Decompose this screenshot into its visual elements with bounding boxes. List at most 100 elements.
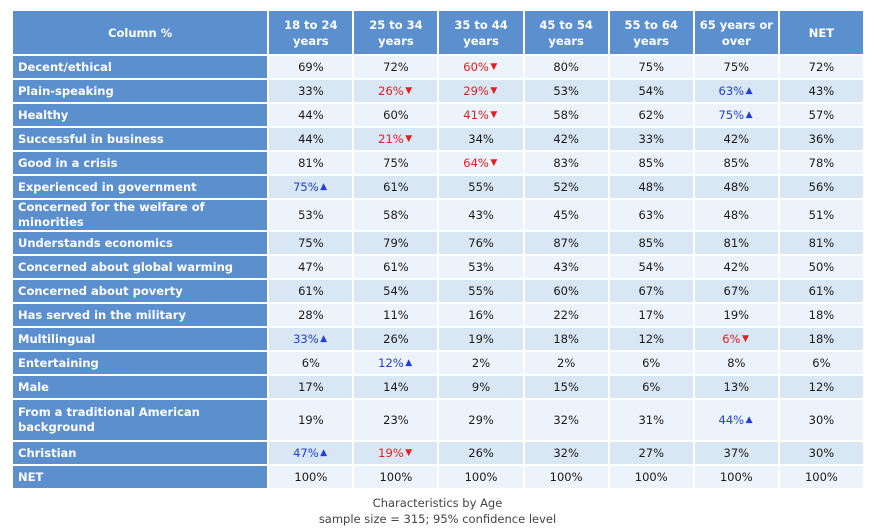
- cell-value: 32%: [553, 412, 579, 427]
- table-cell: 6%: [269, 352, 353, 376]
- table-cell: 6%: [609, 352, 693, 376]
- table-cell: 60% ▼: [439, 56, 523, 80]
- cell-value: 17%: [638, 307, 664, 322]
- cell-value: 27%: [638, 445, 664, 460]
- cell-value: 100%: [294, 469, 328, 484]
- table-cell: 53%: [439, 256, 523, 280]
- cell-value: 44%: [298, 107, 324, 122]
- cell-value: 41%: [463, 107, 489, 122]
- cell-value: 33%: [638, 131, 664, 146]
- row-label: Experienced in government: [13, 176, 268, 200]
- cell-value: 18%: [553, 331, 579, 346]
- table-cell: 48%: [694, 176, 778, 200]
- table-cell: 17%: [609, 304, 693, 328]
- cell-value: 62%: [638, 107, 664, 122]
- significance-down-icon: ▼: [490, 109, 498, 120]
- table-cell: 43%: [779, 80, 863, 104]
- table-cell: 6%: [609, 376, 693, 400]
- cell-value: 53%: [298, 207, 324, 222]
- significance-up-icon: ▲: [405, 357, 413, 368]
- table-cell: 41% ▼: [439, 104, 523, 128]
- significance-up-icon: ▲: [320, 447, 328, 458]
- cell-value: 100%: [379, 469, 413, 484]
- table-cell: 37%: [694, 442, 778, 466]
- cell-value: 16%: [468, 307, 494, 322]
- table-row: Entertaining 6% 12% ▲ 2% 2% 6% 8% 6%: [13, 352, 863, 376]
- cell-value: 50%: [808, 259, 835, 274]
- table-cell: 54%: [354, 280, 438, 304]
- table-cell: 85%: [694, 152, 778, 176]
- cell-value: 80%: [553, 59, 579, 74]
- cell-value: 48%: [723, 179, 750, 194]
- table-cell: 32%: [524, 400, 608, 442]
- significance-down-icon: ▼: [490, 61, 498, 72]
- cell-value: 12%: [638, 331, 664, 346]
- cell-value: 19%: [298, 412, 324, 427]
- table-row: Has served in the military 28% 11% 16% 22% 17…: [13, 304, 863, 328]
- table-cell: 16%: [439, 304, 523, 328]
- cell-value: 48%: [638, 179, 664, 194]
- table-cell: 53%: [269, 200, 353, 232]
- significance-down-icon: ▼: [741, 333, 749, 344]
- cell-value: 67%: [638, 283, 664, 298]
- table-cell: 27%: [609, 442, 693, 466]
- table-cell: 26% ▼: [354, 80, 438, 104]
- table-cell: 63%: [609, 200, 693, 232]
- table-cell: 19%: [269, 400, 353, 442]
- cell-value: 18%: [808, 307, 835, 322]
- cell-value: 61%: [808, 283, 835, 298]
- cell-value: 100%: [634, 469, 668, 484]
- table-cell: 61%: [779, 280, 863, 304]
- table-cell: 33%: [609, 128, 693, 152]
- table-cell: 12% ▲: [354, 352, 438, 376]
- table-row: Concerned about poverty 61% 54% 55% 60% 67% 67…: [13, 280, 863, 304]
- table-cell: 13%: [694, 376, 778, 400]
- cell-value: 33%: [298, 83, 324, 98]
- table-cell: 63% ▲: [694, 80, 778, 104]
- table-cell: 54%: [609, 80, 693, 104]
- table-row: Experienced in government 75% ▲ 61% 55% 52% 48…: [13, 176, 863, 200]
- table-cell: 43%: [439, 200, 523, 232]
- table-cell: 33% ▲: [269, 328, 353, 352]
- table-cell: 26%: [439, 442, 523, 466]
- row-label: Concerned for the welfare of minorities: [13, 200, 268, 232]
- cell-value: 75%: [638, 59, 664, 74]
- table-cell: 75%: [269, 232, 353, 256]
- cell-value: 14%: [383, 379, 409, 394]
- table-cell: 19%: [694, 304, 778, 328]
- cell-value: 42%: [723, 131, 750, 146]
- table-cell: 33%: [269, 80, 353, 104]
- cell-value: 26%: [468, 445, 494, 460]
- row-label: Christian: [13, 442, 268, 466]
- table-cell: 72%: [779, 56, 863, 80]
- cell-value: 61%: [298, 283, 324, 298]
- cell-value: 64%: [463, 155, 489, 170]
- column-header: 25 to 34 years: [354, 11, 438, 56]
- significance-down-icon: ▼: [405, 85, 413, 96]
- cell-value: 11%: [383, 307, 409, 322]
- row-label: Good in a crisis: [13, 152, 268, 176]
- cell-value: 9%: [471, 379, 491, 394]
- table-cell: 61%: [354, 176, 438, 200]
- table-cell: 100%: [524, 466, 608, 490]
- cell-value: 43%: [553, 259, 579, 274]
- table-cell: 6% ▼: [694, 328, 778, 352]
- cell-value: 6%: [301, 355, 320, 370]
- column-header: 45 to 54 years: [524, 11, 608, 56]
- cell-value: 85%: [638, 155, 664, 170]
- table-cell: 32%: [524, 442, 608, 466]
- cell-value: 2%: [471, 355, 491, 370]
- table-cell: 79%: [354, 232, 438, 256]
- table-cell: 12%: [609, 328, 693, 352]
- row-label: Concerned about global warming: [13, 256, 268, 280]
- table-row: Good in a crisis 81% 75% 64% ▼ 83% 85% 85% 78%: [13, 152, 863, 176]
- table-cell: 29% ▼: [439, 80, 523, 104]
- table-cell: 6%: [779, 352, 863, 376]
- table-row: Successful in business 44% 21% ▼ 34% 42% 33% 42…: [13, 128, 863, 152]
- table-cell: 2%: [439, 352, 523, 376]
- cell-value: 54%: [638, 259, 664, 274]
- table-cell: 18%: [779, 328, 863, 352]
- table-cell: 12%: [779, 376, 863, 400]
- cell-value: 19%: [723, 307, 750, 322]
- table-cell: 45%: [524, 200, 608, 232]
